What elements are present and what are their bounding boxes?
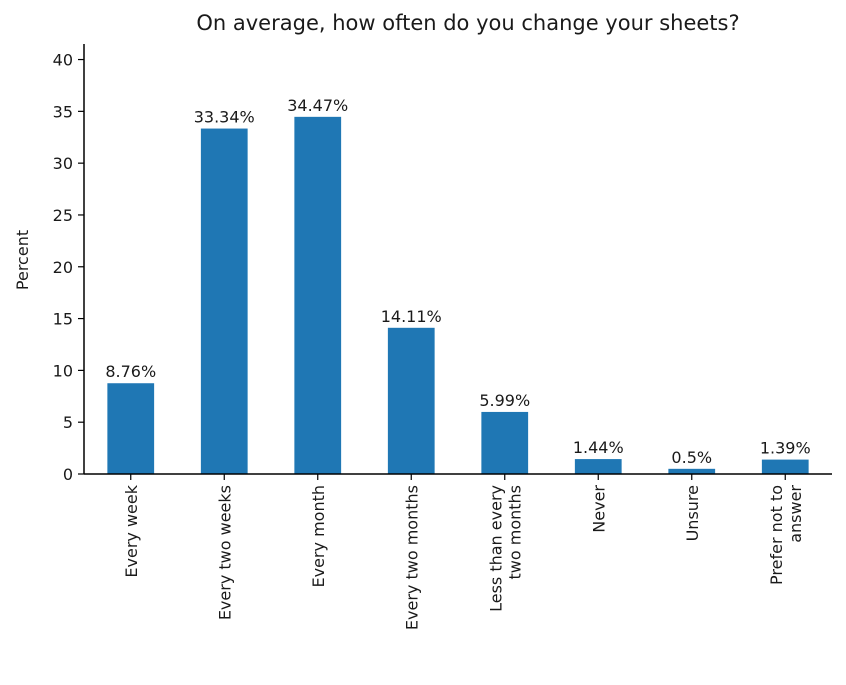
bar [200,128,248,475]
x-tick-label-line: answer [786,485,805,543]
x-tick-label-line: Prefer not to [767,485,786,585]
x-tick-label-line: two months [505,485,524,580]
y-axis-label: Percent [13,230,32,290]
x-tick-label: Every two months [402,485,421,630]
x-tick-label-line: Every two weeks [215,485,234,620]
y-tick-label: 5 [63,413,73,432]
data-label: 0.5% [671,448,712,467]
y-tick-label: 10 [53,361,73,380]
x-tick-label-line: Every month [309,485,328,587]
x-tick-label-line: Unsure [683,485,702,541]
x-tick-label: Every two weeks [215,485,234,620]
chart-title: On average, how often do you change your… [196,11,739,35]
data-label: 33.34% [194,108,255,127]
data-label: 5.99% [479,391,530,410]
x-tick-label: Unsure [683,485,702,541]
x-tick-label-line: Never [589,485,608,533]
data-label: 34.47% [287,96,348,115]
y-tick-label: 20 [53,258,73,277]
x-tick-label-line: Every week [122,484,141,577]
x-tick-label: Never [589,485,608,533]
x-tick-label-line: Every two months [402,485,421,630]
bar [294,116,342,474]
y-tick-label: 35 [53,102,73,121]
x-tick-label: Every month [309,485,328,587]
bar [107,383,155,474]
y-tick-label: 0 [63,465,73,484]
x-tick-label: Every week [122,484,141,577]
data-label: 14.11% [381,307,442,326]
y-tick-label: 30 [53,154,73,173]
x-tick-label-line: Less than every [486,485,505,612]
data-label: 8.76% [105,362,156,381]
bar [481,411,529,474]
y-tick-label: 40 [53,51,73,70]
data-label: 1.44% [573,438,624,457]
bar [387,327,435,474]
bar [761,459,809,474]
x-tick-label: Less than everytwo months [486,485,524,612]
y-tick-label: 15 [53,310,73,329]
y-tick-label: 25 [53,206,73,225]
bar [668,468,716,474]
x-tick-label: Prefer not toanswer [767,485,805,585]
plot-area: 8.76% 33.34% 34.47% 14.11% 5.99% 1.44% 0.5% 1.3… [53,44,832,630]
bar [574,459,622,474]
data-label: 1.39% [760,439,811,458]
